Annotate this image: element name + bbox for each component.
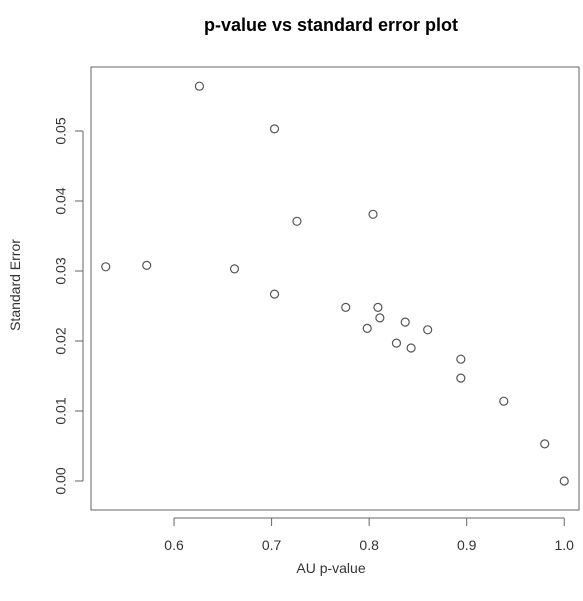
data-point: [456, 373, 466, 383]
y-tick-label: 0.04: [53, 187, 69, 214]
x-axis: 0.6 0.7 0.8 0.9 1.0: [164, 517, 575, 553]
data-point: [229, 264, 240, 274]
x-axis-label: AU p-value: [296, 560, 365, 576]
data-point: [101, 262, 111, 272]
x-tick-label: 0.7: [262, 537, 282, 553]
x-tick-label: 0.6: [164, 537, 184, 553]
data-points-layer: [101, 81, 569, 486]
x-tick-label: 0.9: [457, 537, 477, 553]
y-axis: 0.00 0.01 0.02 0.03 0.04 0.05: [53, 117, 84, 495]
data-point: [391, 338, 402, 348]
chart-title: p-value vs standard error plot: [204, 15, 458, 35]
data-point: [269, 289, 280, 299]
data-point: [292, 216, 302, 226]
y-tick-label: 0.02: [53, 327, 69, 354]
data-point: [362, 323, 372, 333]
data-point: [341, 302, 351, 312]
data-point: [423, 325, 433, 335]
data-point: [142, 260, 152, 270]
y-axis-label: Standard Error: [7, 239, 23, 331]
data-point: [373, 302, 383, 312]
data-point: [406, 343, 416, 353]
data-point: [269, 124, 280, 134]
data-point: [194, 81, 205, 91]
y-tick-label: 0.03: [53, 257, 69, 284]
data-point: [499, 396, 509, 406]
data-point: [375, 313, 385, 323]
data-point: [456, 354, 466, 364]
data-point: [368, 209, 378, 219]
data-point: [400, 317, 410, 327]
x-tick-label: 0.8: [359, 537, 379, 553]
data-point: [540, 439, 550, 449]
plot-frame: [90, 66, 580, 511]
y-tick-label: 0.00: [53, 467, 69, 494]
x-tick-label: 1.0: [555, 537, 575, 553]
y-tick-label: 0.01: [53, 397, 69, 424]
y-tick-label: 0.05: [53, 117, 69, 144]
data-point: [559, 476, 569, 486]
